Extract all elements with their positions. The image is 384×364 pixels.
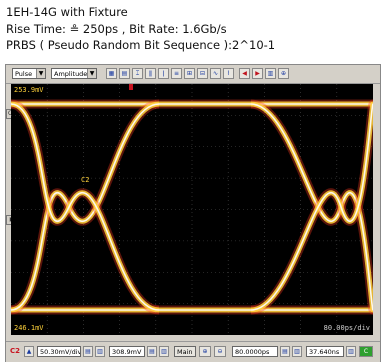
eye-diagram-display: 253.9mV 246.1mV 80.00ps/div C2 — [11, 84, 373, 335]
grid-icon[interactable]: ▤ — [119, 68, 130, 79]
spin-icon[interactable]: ▥ — [159, 346, 169, 357]
cursor-icon[interactable]: ⌶ — [132, 68, 143, 79]
arrow-left-icon[interactable]: ◀ — [239, 68, 250, 79]
channel-up-icon[interactable]: ▲ — [24, 346, 34, 357]
arrow-right-icon[interactable]: ▶ — [252, 68, 263, 79]
zoom-in-icon[interactable]: ⊕ — [199, 346, 211, 357]
marker-icon[interactable]: ǀ — [158, 68, 169, 79]
zoom-out-icon[interactable]: ⊖ — [214, 346, 226, 357]
trigger-marker — [129, 84, 133, 90]
zoom-icon[interactable]: ⊕ — [278, 68, 289, 79]
offset-field[interactable]: 308.9mV — [109, 346, 145, 357]
trace-icon[interactable]: ∿ — [210, 68, 221, 79]
scale-icon[interactable]: ≡ — [171, 68, 182, 79]
delay-field[interactable]: 37.640ns — [306, 346, 344, 357]
caption-rise-time: Rise Time: ≗ 250ps , Bit Rate: 1.6Gb/s — [6, 21, 227, 36]
measure-icon[interactable]: ⊞ — [184, 68, 195, 79]
status-channel: C2 — [10, 347, 21, 355]
measure-select[interactable]: Amplitude ▼ — [51, 68, 97, 79]
measure-icon[interactable]: ⊟ — [197, 68, 208, 79]
status-bar: C2 ▲ 50.30mV/div ▤ ▥ 308.9mV ▤ ▥ Main ⊕ … — [6, 341, 380, 362]
mode-select[interactable]: Pulse ▼ — [12, 68, 46, 79]
chevron-down-icon: ▼ — [87, 69, 96, 78]
tab-main[interactable]: Main — [174, 346, 196, 357]
time-scale-label: 80.00ps/div — [323, 324, 370, 332]
spin-icon[interactable]: ▤ — [83, 346, 93, 357]
spin-icon[interactable]: ▥ — [346, 346, 356, 357]
marker-icon[interactable]: ǁ — [145, 68, 156, 79]
histogram-icon[interactable]: ▥ — [265, 68, 276, 79]
spin-icon[interactable]: ▤ — [147, 346, 157, 357]
toolbar: Pulse ▼ Amplitude ▼ ▦ ▤ ⌶ ǁ ǀ ≡ ⊞ ⊟ ∿ ⌇ ◀ … — [6, 65, 380, 84]
eye-diagram-plot — [11, 84, 373, 335]
chevron-down-icon: ▼ — [36, 69, 45, 78]
measure-select-value: Amplitude — [54, 70, 88, 78]
oscilloscope-window: Pulse ▼ Amplitude ▼ ▦ ▤ ⌶ ǁ ǀ ≡ ⊞ ⊟ ∿ ⌇ ◀ … — [5, 64, 381, 362]
caption-prbs: PRBS ( Pseudo Random Bit Sequence ):2^10… — [6, 38, 276, 52]
time-per-div-field[interactable]: 80.0000ps — [232, 346, 278, 357]
side-strip — [6, 84, 11, 335]
channel-indicator-icon[interactable]: C — [359, 346, 373, 357]
bottom-level-label: 246.1mV — [14, 324, 44, 332]
spin-icon[interactable]: ▤ — [280, 346, 290, 357]
spin-icon[interactable]: ▥ — [95, 346, 105, 357]
eye-rising-edge-right-core — [250, 103, 373, 311]
spin-icon[interactable]: ▥ — [292, 346, 302, 357]
trace-icon[interactable]: ⌇ — [223, 68, 234, 79]
volts-per-div-field[interactable]: 50.30mV/div — [37, 346, 81, 357]
caption: 1EH-14G with Fixture Rise Time: ≗ 250ps ,… — [6, 4, 275, 54]
eye-rising-edge-right-glow — [250, 99, 373, 315]
grid-icon[interactable]: ▦ — [106, 68, 117, 79]
caption-title: 1EH-14G with Fixture — [6, 5, 128, 19]
channel-label: C2 — [81, 176, 90, 184]
eye-falling-edge-left-core — [11, 103, 160, 311]
top-level-label: 253.9mV — [14, 86, 44, 94]
mode-select-value: Pulse — [15, 70, 33, 78]
